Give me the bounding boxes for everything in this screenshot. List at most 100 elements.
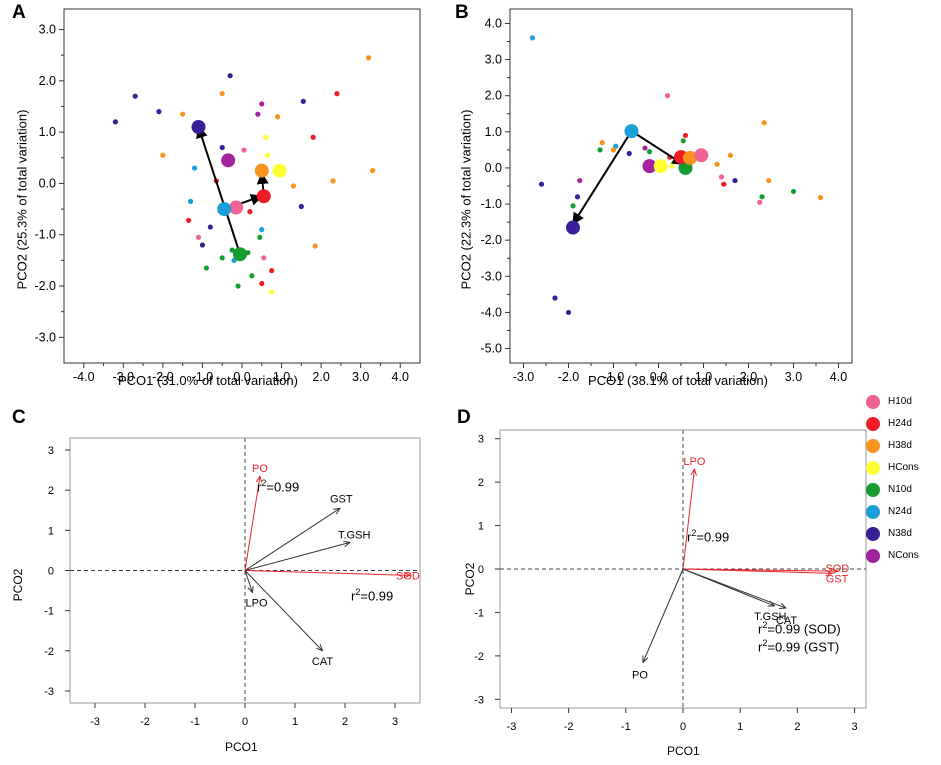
scatter-point-n38d	[626, 150, 632, 157]
legend-swatch-n38d	[866, 527, 880, 541]
panel-d-r2-sod-base: r	[758, 621, 763, 637]
y-tick-label: -2.0	[34, 279, 56, 293]
scatter-point-h38d	[610, 147, 617, 153]
scatter-point-h38d	[714, 161, 720, 167]
legend-swatch-h38d	[866, 439, 880, 453]
scatter-point-h10d	[195, 234, 202, 240]
legend-swatch-hcons	[866, 461, 880, 475]
x-tick-label: 1	[292, 716, 298, 728]
scatter-point-h38d	[312, 243, 318, 249]
scatter-point-h38d	[290, 183, 297, 189]
scatter-point-h24d	[259, 280, 265, 287]
scatter-point-hcons	[263, 134, 269, 140]
y-tick-label: 1.0	[39, 125, 56, 139]
x-tick-label: -2	[564, 721, 574, 733]
panel-d-r2-gst: r2=0.99 (GST)	[758, 638, 839, 654]
legend-label-n38d: N38d	[888, 528, 912, 539]
centroid-ncons	[221, 153, 236, 168]
loading-vector-sod	[244, 570, 410, 576]
scatter-point-n38d	[156, 109, 162, 115]
scatter-point-h24d	[721, 181, 727, 187]
x-tick-label: -1.0	[192, 370, 214, 384]
scatter-point-n38d	[732, 177, 738, 184]
scatter-point-h38d	[160, 152, 166, 158]
scatter-point-h10d	[664, 93, 671, 99]
vector-label-po: PO	[252, 463, 268, 475]
x-tick-label: -1	[621, 721, 631, 733]
y-tick-label: 2	[478, 477, 484, 489]
x-tick-label: 2.0	[740, 370, 757, 384]
x-tick-label: 1.0	[273, 370, 290, 384]
y-tick-label: -3	[44, 686, 54, 698]
legend-label-hcons: HCons	[888, 462, 919, 473]
scatter-point-n38d	[538, 181, 545, 187]
y-tick-label: 1	[478, 521, 484, 533]
x-tick-label: -2	[140, 716, 150, 728]
vector-label-tgsh: T.GSH	[754, 611, 786, 623]
y-tick-label: 0.0	[39, 176, 56, 190]
y-tick-label: 2	[48, 485, 54, 497]
x-tick-label: 2	[794, 721, 800, 733]
y-tick-label: -3	[474, 694, 484, 706]
y-tick-label: 4.0	[485, 16, 502, 30]
legend-label-h38d: H38d	[888, 440, 912, 451]
scatter-point-h38d	[599, 140, 605, 146]
x-tick-label: -3.0	[513, 370, 535, 384]
scatter-point-n10d	[249, 273, 255, 279]
scatter-point-n10d	[203, 265, 209, 271]
panel-d-r2-top: r2=0.99	[687, 528, 729, 544]
y-tick-label: -1.0	[480, 197, 502, 211]
x-tick-label: 3	[392, 716, 398, 728]
legend-swatch-n24d	[866, 505, 880, 519]
legend-swatch-h10d	[866, 395, 880, 409]
legend-label-h24d: H24d	[888, 418, 912, 429]
y-tick-label: -2	[474, 651, 484, 663]
y-tick-label: -3.0	[34, 330, 56, 344]
scatter-point-hcons	[265, 152, 271, 158]
x-tick-label: 0	[242, 716, 248, 728]
panel-letter-d: D	[457, 407, 471, 428]
legend-label-h10d: H10d	[888, 396, 912, 407]
scatter-point-h24d	[682, 132, 689, 139]
scatter-point-h38d	[275, 114, 281, 120]
scatter-point-n38d	[565, 309, 572, 316]
scatter-point-n10d	[229, 247, 235, 253]
scatter-point-h38d	[365, 55, 372, 61]
scatter-point-n38d	[112, 119, 119, 125]
panel-c-r2-bottom-sup: 2	[355, 587, 361, 597]
scatter-point-ncons	[259, 101, 265, 107]
centroid-ncons	[642, 159, 657, 174]
y-tick-label: -1.0	[34, 228, 56, 242]
x-tick-label: 0.0	[233, 370, 250, 384]
trajectory-arrow	[572, 130, 633, 225]
scatter-point-h24d	[310, 134, 316, 140]
scatter-point-h38d	[817, 194, 824, 201]
x-tick-label: -3	[90, 716, 100, 728]
x-tick-label: 2.0	[312, 370, 329, 384]
y-tick-label: -3.0	[480, 269, 502, 283]
loading-vector-lpo	[244, 570, 253, 593]
panel-c-r2-bottom-base: r	[351, 588, 356, 604]
scatter-point-hcons	[669, 163, 675, 169]
plot-frame	[509, 8, 853, 364]
x-tick-label: -3.0	[113, 370, 135, 384]
panel-c-r2-bottom-rest: =0.99	[360, 588, 394, 604]
legend-swatch-n10d	[866, 483, 880, 497]
scatter-point-h24d	[186, 217, 192, 223]
centroid-hcons	[653, 159, 668, 174]
vector-label-sod: SOD	[396, 570, 420, 582]
scatter-point-h24d	[247, 209, 253, 215]
scatter-point-n38d	[552, 295, 558, 301]
scatter-point-n10d	[759, 194, 765, 200]
loading-vector-po	[643, 568, 684, 662]
x-tick-label: -1	[190, 716, 200, 728]
y-tick-label: 0.0	[485, 161, 502, 175]
scatter-point-n10d	[646, 149, 653, 155]
panel-d-r2-top-base: r	[687, 529, 692, 545]
loading-vector-gst	[244, 508, 340, 571]
scatter-point-h38d	[727, 152, 734, 158]
legend-label-n10d: N10d	[888, 484, 912, 495]
scatter-point-n38d	[199, 242, 206, 248]
scatter-point-h24d	[269, 268, 275, 274]
